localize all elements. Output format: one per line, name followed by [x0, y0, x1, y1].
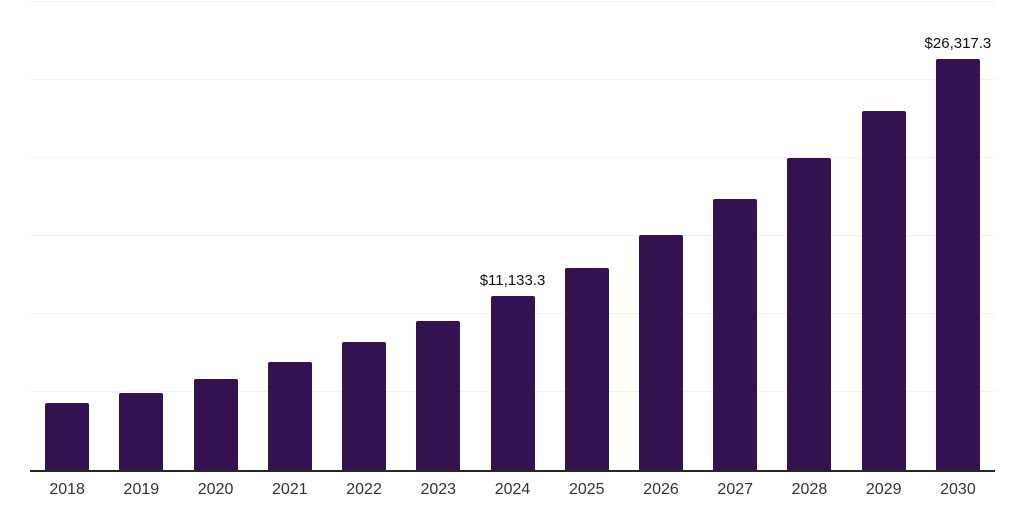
bar-cell-2028 — [772, 2, 846, 470]
x-tick-label-2019: 2019 — [123, 481, 160, 498]
x-tick-label-2023: 2023 — [420, 481, 457, 498]
bar-cell-2024: $11,133.3 — [475, 2, 549, 470]
bar-cell-2029 — [847, 2, 921, 470]
plot-area: $11,133.3 $26,317.3 — [30, 1, 995, 472]
data-label-2024: $11,133.3 — [479, 272, 546, 290]
x-tick-label-2020: 2020 — [197, 481, 234, 498]
bar-2023 — [416, 321, 461, 470]
data-label-2030: $26,317.3 — [924, 35, 992, 53]
bar-2020 — [193, 378, 238, 470]
bar-2018 — [45, 403, 90, 470]
bar-cell-2023 — [401, 2, 475, 470]
gridline-25000 — [30, 79, 995, 80]
bar-2022 — [342, 342, 387, 470]
gridline-20000 — [30, 157, 995, 158]
bar-cell-2027 — [698, 2, 772, 470]
bar-cell-2030: $26,317.3 — [921, 2, 995, 470]
bar-2024 — [490, 296, 535, 470]
bar-2019 — [119, 392, 164, 470]
bar-2027 — [713, 198, 758, 470]
gridline-30000 — [30, 1, 995, 2]
bar-cell-2018 — [30, 2, 104, 470]
bar-2026 — [638, 234, 683, 470]
x-tick-label-2027: 2027 — [717, 481, 754, 498]
x-tick-label-2018: 2018 — [49, 481, 85, 498]
bar-cell-2022 — [327, 2, 401, 470]
bar-cell-2026 — [624, 2, 698, 470]
x-tick-label-2029: 2029 — [865, 481, 902, 498]
x-tick-label-2021: 2021 — [272, 481, 308, 498]
x-tick-label-2025: 2025 — [568, 481, 605, 498]
bar-cell-2025 — [550, 2, 624, 470]
bar-2028 — [787, 157, 832, 470]
bar-cell-2020 — [178, 2, 252, 470]
x-tick-label-2026: 2026 — [643, 481, 679, 498]
bar-2030 — [935, 59, 980, 470]
x-axis-tick-labels: 2018 2019 2020 2021 2022 2023 2024 2025 2026 2027… — [30, 481, 995, 499]
x-tick-label-2022: 2022 — [346, 481, 382, 498]
x-tick-label-2024: 2024 — [494, 481, 531, 498]
bar-cell-2021 — [253, 2, 327, 470]
x-tick-label-2028: 2028 — [791, 481, 828, 498]
bar-2029 — [861, 110, 906, 470]
bar-2025 — [564, 268, 609, 470]
bar-cell-2019 — [104, 2, 178, 470]
bar-2021 — [267, 362, 312, 470]
x-tick-label-2030: 2030 — [940, 481, 976, 498]
bars-layer: $11,133.3 $26,317.3 — [30, 2, 995, 470]
gridline-15000 — [30, 235, 995, 236]
